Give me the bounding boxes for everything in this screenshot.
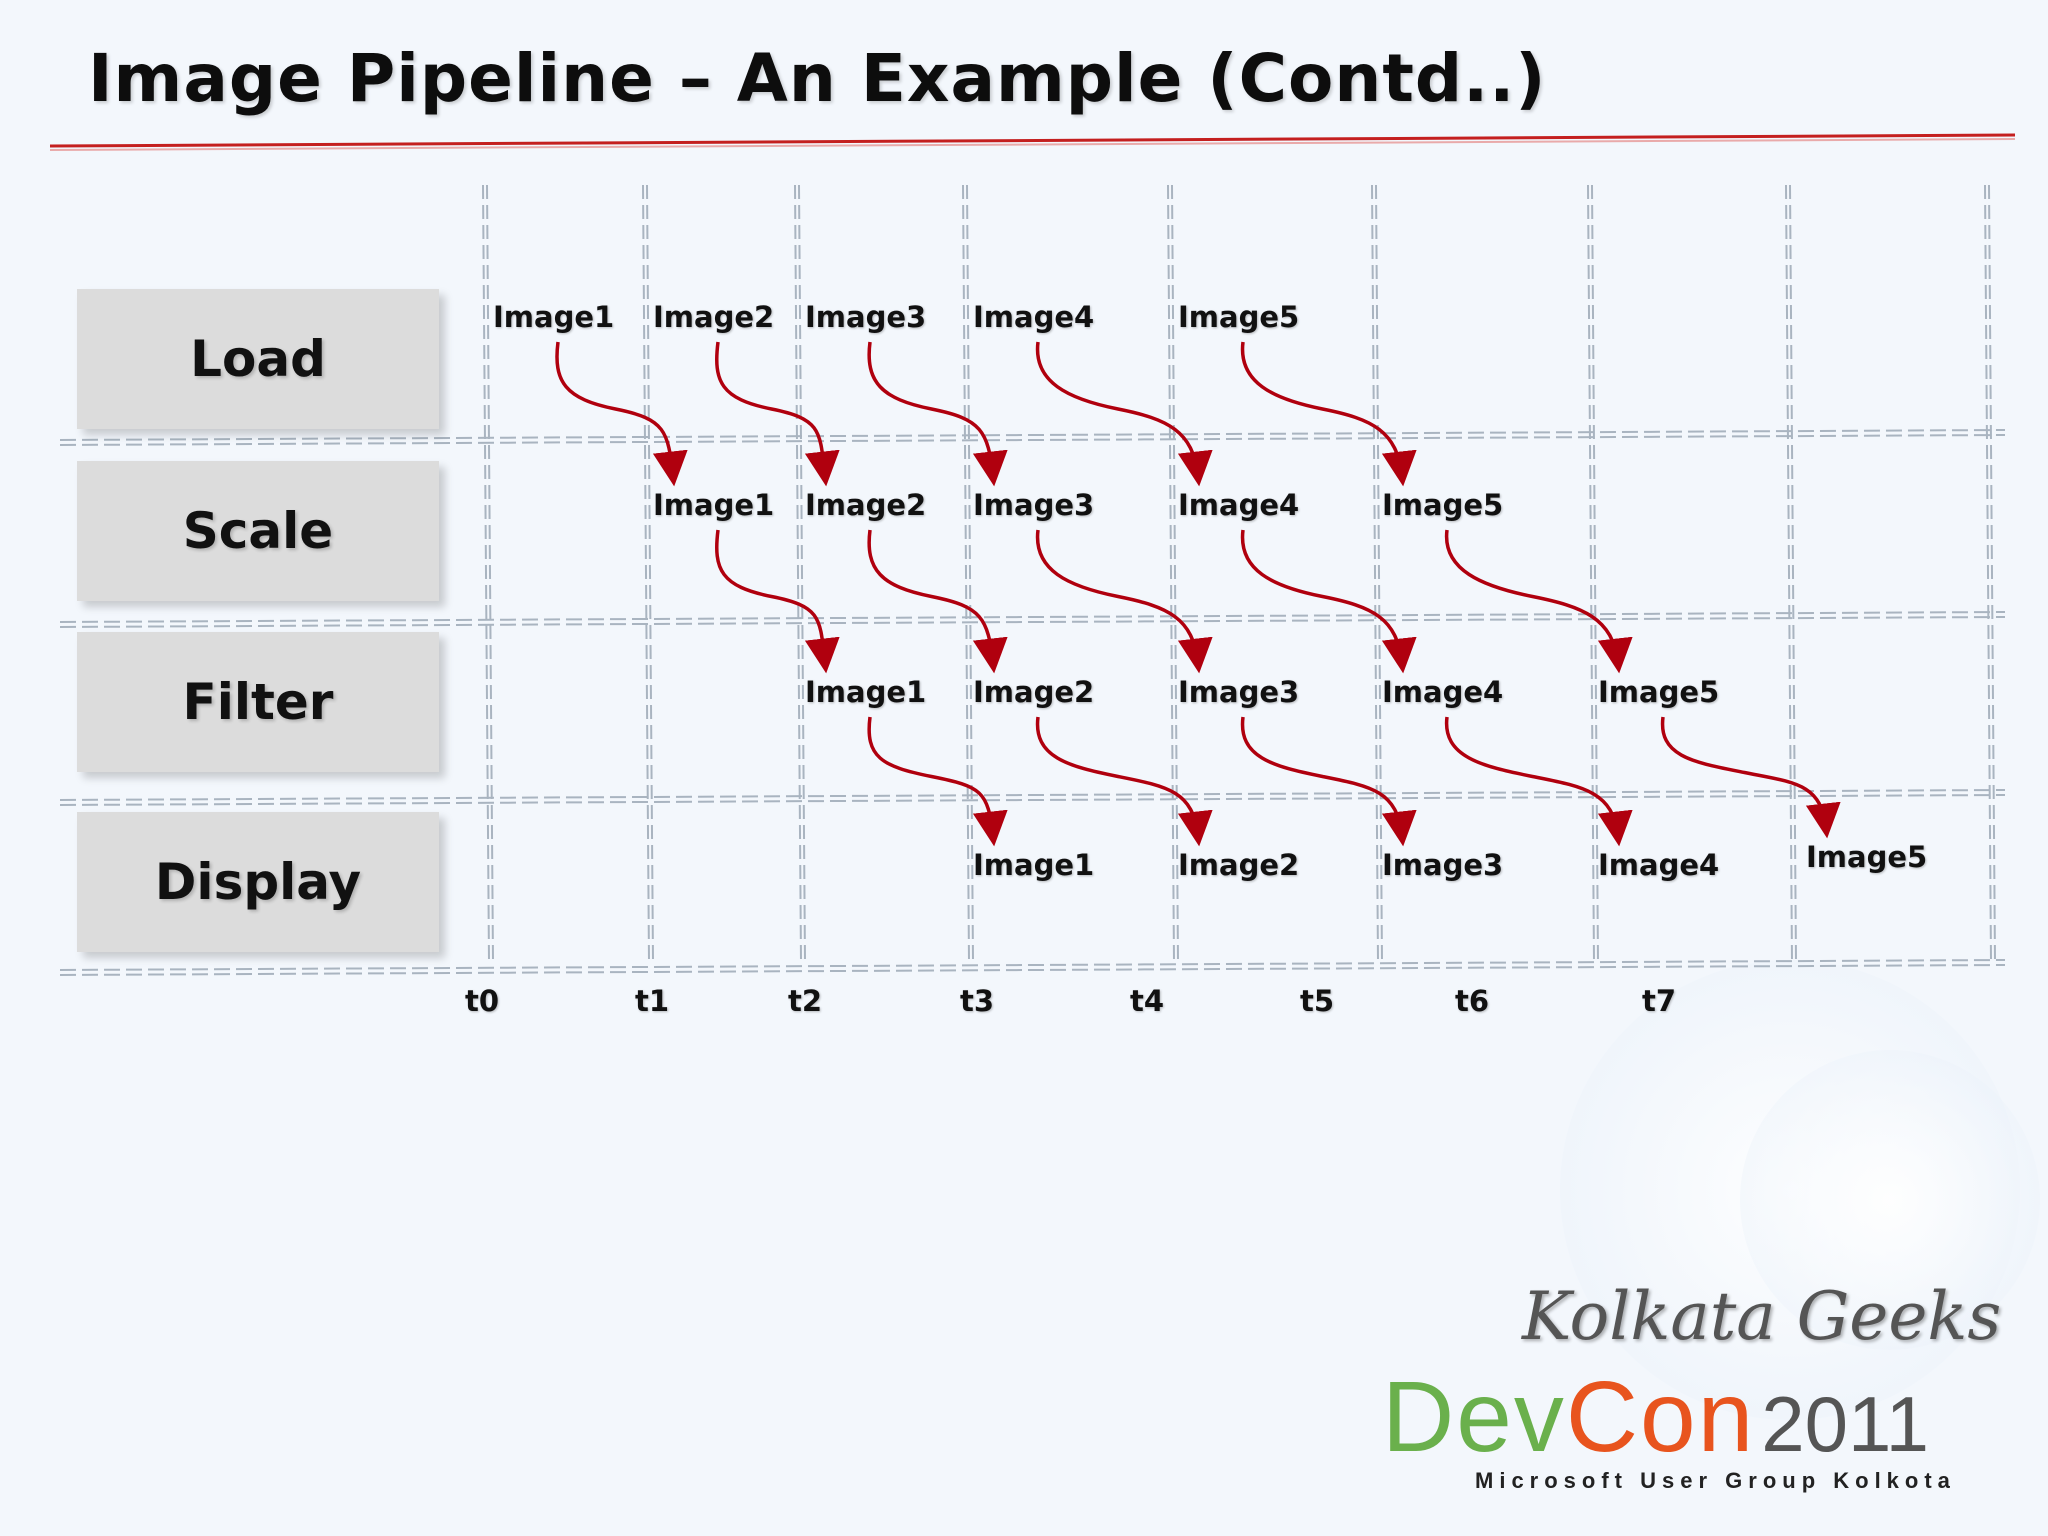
grid-vline — [798, 184, 806, 963]
grid-vline — [1375, 184, 1383, 963]
page-title: Image Pipeline – An Example (Contd..) — [88, 40, 1547, 117]
time-tick-t2: t2 — [788, 984, 823, 1018]
filter-image5-label: Image5 — [1598, 675, 1720, 709]
filter-image1-label: Image1 — [805, 675, 927, 709]
time-tick-t1: t1 — [635, 984, 670, 1018]
scale-image3-label: Image3 — [973, 488, 1095, 522]
scale-image2-label: Image2 — [805, 488, 927, 522]
stage-filter: Filter — [77, 632, 439, 772]
flow-arrow — [715, 341, 840, 487]
grid-hline — [59, 789, 2006, 801]
grid-horizontal-lines — [59, 429, 2006, 976]
flow-arrow — [867, 529, 1008, 674]
load-image4-label: Image4 — [973, 300, 1095, 334]
grid-vline — [1171, 184, 1179, 963]
scale-image5-label: Image5 — [1382, 488, 1504, 522]
flow-arrow — [555, 341, 688, 487]
load-image1-label: Image1 — [493, 300, 615, 334]
time-tick-t4: t4 — [1130, 984, 1165, 1018]
grid-hline — [59, 611, 2006, 623]
flow-arrow — [1240, 341, 1417, 487]
devcon-logo: DevCon2011 — [1382, 1360, 1929, 1475]
grid-vline — [1984, 184, 1992, 963]
flow-arrow — [1444, 529, 1633, 674]
flow-arrow — [1035, 341, 1213, 487]
time-tick-t3: t3 — [960, 984, 995, 1018]
grid-vline — [1371, 184, 1379, 963]
filter-image4-label: Image4 — [1382, 675, 1504, 709]
stage-display: Display — [77, 812, 439, 952]
stage-load: Load — [77, 289, 439, 429]
flow-arrow — [867, 716, 1008, 847]
flow-arrow — [867, 341, 1008, 487]
grid-vline — [962, 184, 970, 963]
time-tick-t0: t0 — [465, 984, 500, 1018]
time-tick-t5: t5 — [1300, 984, 1335, 1018]
kolkata-geeks-logo: Kolkata Geeks — [1522, 1278, 2002, 1355]
display-image2-label: Image2 — [1178, 848, 1300, 882]
grid-vline — [486, 184, 494, 963]
grid-vertical-lines — [482, 184, 1996, 963]
grid-hline — [59, 434, 2006, 446]
display-image4-label: Image4 — [1598, 848, 1720, 882]
grid-vline — [1587, 184, 1595, 963]
flow-arrow — [1035, 529, 1213, 674]
grid-vline — [1785, 184, 1793, 963]
flow-arrow — [715, 529, 840, 674]
grid-hline — [59, 959, 2006, 971]
load-image3-label: Image3 — [805, 300, 927, 334]
title-underline-shadow — [49, 138, 2016, 151]
grid-hline — [59, 616, 2006, 628]
display-image1-label: Image1 — [973, 848, 1095, 882]
grid-vline — [966, 184, 974, 963]
load-image2-label: Image2 — [653, 300, 775, 334]
devcon-logo-subtitle: Microsoft User Group Kolkota — [1475, 1468, 1956, 1493]
filter-image3-label: Image3 — [1178, 675, 1300, 709]
background-circle — [1740, 1050, 2040, 1350]
grid-vline — [794, 184, 802, 963]
flow-arrow — [1444, 716, 1633, 847]
time-tick-t6: t6 — [1455, 984, 1490, 1018]
flow-arrow — [1240, 716, 1417, 847]
devcon-logo-con: Con — [1565, 1361, 1756, 1473]
grid-vline — [642, 184, 650, 963]
grid-hline — [59, 429, 2006, 441]
grid-vline — [482, 184, 490, 963]
flow-arrow — [1240, 529, 1417, 674]
flow-arrow — [1660, 716, 1841, 839]
devcon-logo-dev: Dev — [1382, 1361, 1566, 1473]
display-image5-label: Image5 — [1806, 840, 1928, 874]
filter-image2-label: Image2 — [973, 675, 1095, 709]
grid-vline — [1591, 184, 1599, 963]
flow-arrows — [555, 341, 1841, 847]
devcon-logo-year: 2011 — [1761, 1380, 1930, 1468]
grid-vline — [1789, 184, 1797, 963]
title-underline — [49, 133, 2016, 148]
scale-image4-label: Image4 — [1178, 488, 1300, 522]
grid-hline — [59, 794, 2006, 806]
time-tick-t7: t7 — [1642, 984, 1677, 1018]
load-image5-label: Image5 — [1178, 300, 1300, 334]
grid-vline — [646, 184, 654, 963]
scale-image1-label: Image1 — [653, 488, 775, 522]
flow-arrow — [1035, 716, 1213, 847]
grid-vline — [1167, 184, 1175, 963]
stage-scale: Scale — [77, 461, 439, 601]
display-image3-label: Image3 — [1382, 848, 1504, 882]
grid-vline — [1988, 184, 1996, 963]
grid-hline — [59, 964, 2006, 976]
